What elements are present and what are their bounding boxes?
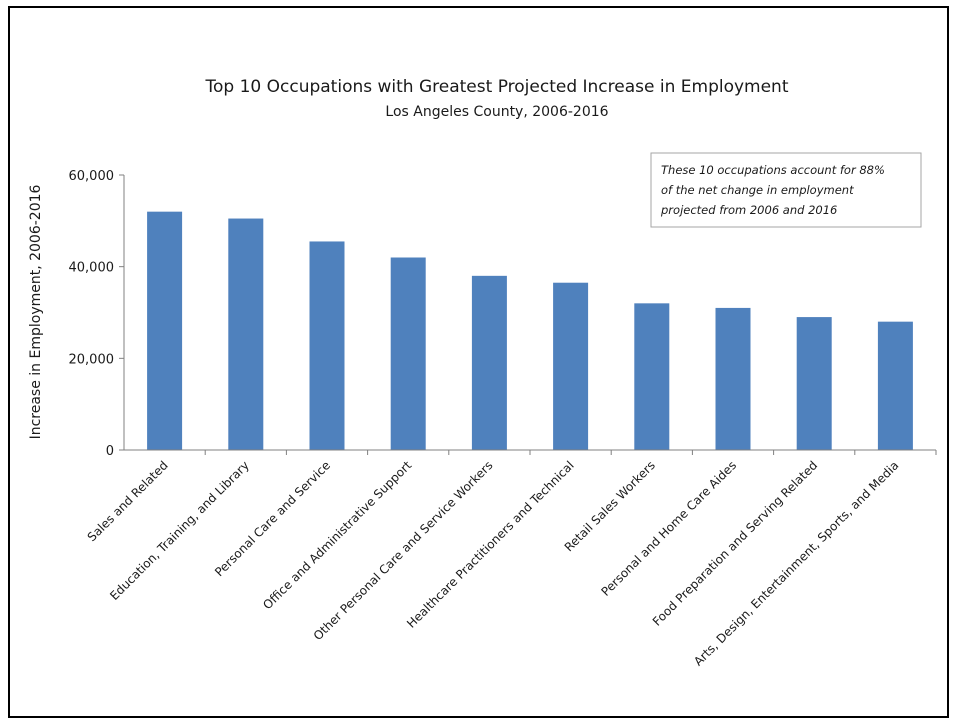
x-tick-label: Personal and Home Care Aides	[598, 458, 739, 599]
bar	[877, 321, 913, 450]
annotation-box: These 10 occupations account for 88% of …	[650, 152, 922, 228]
x-tick-label: Other Personal Care and Service Workers	[311, 458, 496, 643]
bar	[228, 218, 264, 450]
y-tick-label: 40,000	[69, 261, 115, 276]
annotation-border	[650, 152, 922, 228]
x-tick-label: Food Preparation and Serving Related	[650, 458, 820, 628]
y-tick-label: 60,000	[69, 169, 115, 184]
y-tick-label: 0	[106, 444, 114, 459]
bar	[715, 307, 751, 450]
x-tick-label: Retail Sales Workers	[562, 458, 658, 554]
y-tick-label: 20,000	[69, 352, 115, 367]
annotation-line-1: These 10 occupations account for 88%	[661, 163, 885, 177]
x-tick-label: Office and Administrative Support	[260, 458, 414, 612]
bars-group	[147, 211, 913, 450]
bar	[390, 257, 426, 450]
x-tick-label: Healthcare Practitioners and Technical	[404, 458, 577, 631]
annotation-line-2: of the net change in employment	[661, 183, 854, 197]
bar	[309, 241, 345, 450]
bar	[634, 303, 670, 450]
annotation-line-3: projected from 2006 and 2016	[660, 203, 837, 217]
bar	[147, 211, 183, 450]
chart-title: Top 10 Occupations with Greatest Project…	[205, 77, 789, 97]
x-tick-label: Sales and Related	[85, 458, 171, 544]
y-axis-label: Increase in Employment, 2006-2016	[28, 184, 44, 439]
bar	[796, 317, 832, 450]
bar	[553, 282, 589, 450]
bar	[471, 275, 507, 450]
chart-subtitle: Los Angeles County, 2006-2016	[385, 104, 608, 120]
x-tick-label: Education, Training, and Library	[107, 458, 252, 603]
y-axis-ticks: 0 20,000 40,000 60,000	[69, 169, 124, 459]
